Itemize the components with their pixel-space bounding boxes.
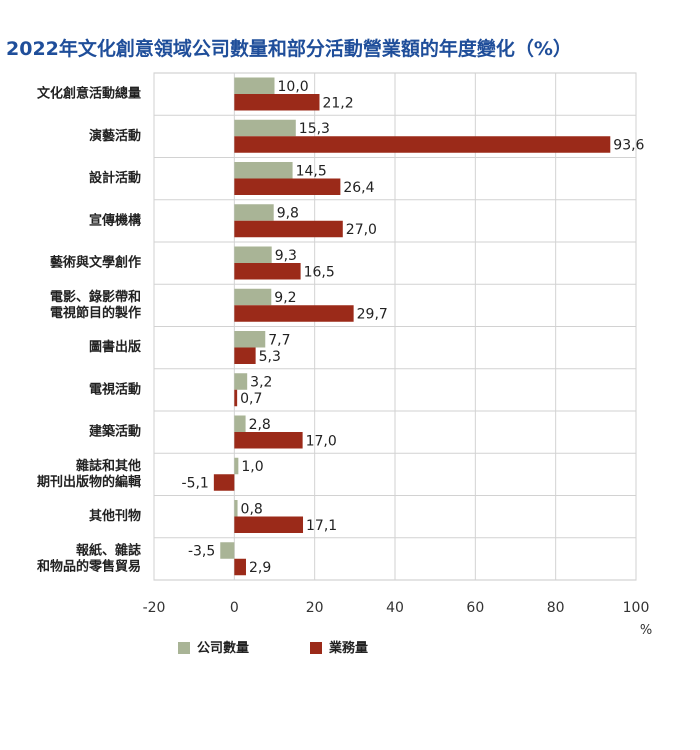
value-label-business-volume: 17,0 xyxy=(306,433,337,449)
value-label-business-volume: 26,4 xyxy=(343,180,374,196)
value-label-business-volume: 21,2 xyxy=(322,95,353,111)
bar-business-volume xyxy=(234,220,343,238)
bar-company-count xyxy=(234,373,248,390)
x-tick-label: 20 xyxy=(306,600,324,616)
category-label: 電影、錄影帶和 xyxy=(50,289,141,305)
bar-business-volume xyxy=(234,178,341,195)
value-label-company-count: 10,0 xyxy=(278,79,309,95)
legend: 公司數量 業務量 xyxy=(178,640,368,656)
category-label: 期刊出版物的編輯 xyxy=(37,474,141,490)
legend-label-business-volume: 業務量 xyxy=(328,640,368,656)
bar-business-volume xyxy=(234,558,246,576)
value-label-business-volume: 0,7 xyxy=(240,391,262,407)
bar-company-count xyxy=(234,246,272,263)
category-label: 宣傳機構 xyxy=(89,212,141,228)
value-label-company-count: 9,2 xyxy=(274,290,296,306)
value-label-business-volume: -5,1 xyxy=(182,476,209,492)
value-label-business-volume: 16,5 xyxy=(304,264,335,280)
category-label: 和物品的零售貿易 xyxy=(37,558,141,574)
value-label-company-count: 9,8 xyxy=(277,206,299,222)
bar-company-count xyxy=(234,204,274,221)
x-tick-label: 60 xyxy=(466,600,484,616)
bar-company-count xyxy=(234,119,296,137)
legend-swatch-business-volume xyxy=(310,642,322,654)
category-label: 文化創意活動總量 xyxy=(37,86,141,102)
bar-business-volume xyxy=(234,347,256,364)
category-label: 建築活動 xyxy=(89,424,141,440)
category-label: 電視節目的製作 xyxy=(50,305,141,321)
bar-company-count xyxy=(220,542,235,559)
bar-business-volume xyxy=(234,432,303,449)
bar-business-volume xyxy=(234,263,301,280)
bar-company-count xyxy=(234,288,272,306)
legend-label-company-count: 公司數量 xyxy=(197,640,249,656)
bar-company-count xyxy=(234,331,266,348)
bar-business-volume xyxy=(213,474,235,491)
legend-swatch-company-count xyxy=(178,642,190,654)
value-label-company-count: 9,3 xyxy=(275,248,297,264)
bar-business-volume xyxy=(234,305,354,322)
x-tick-label: 100 xyxy=(623,600,650,616)
value-label-company-count: 0,8 xyxy=(241,501,263,517)
value-label-company-count: 2,8 xyxy=(249,417,271,433)
value-label-business-volume: 29,7 xyxy=(357,307,388,323)
category-label: 藝術與文學創作 xyxy=(50,255,141,271)
x-tick-label: 80 xyxy=(547,600,565,616)
value-label-business-volume: 93,6 xyxy=(613,138,644,154)
value-label-company-count: 14,5 xyxy=(296,163,327,179)
bar-business-volume xyxy=(234,389,238,407)
bar-company-count xyxy=(234,457,239,475)
category-label: 其他刊物 xyxy=(89,508,141,524)
chart-title: 2022年文化創意領域公司數量和部分活動營業額的年度變化（%） xyxy=(6,38,572,60)
bars xyxy=(213,77,611,576)
bar-company-count xyxy=(234,77,275,94)
x-tick-label: 40 xyxy=(386,600,404,616)
x-axis-ticks: -20 0 20 40 60 80 100 xyxy=(143,600,650,616)
bar-business-volume xyxy=(234,516,304,533)
category-label: 設計活動 xyxy=(89,170,141,186)
value-label-company-count: -3,5 xyxy=(188,544,215,560)
x-tick-label: -20 xyxy=(143,600,166,616)
category-label: 演藝活動 xyxy=(89,128,141,144)
value-label-business-volume: 17,1 xyxy=(306,518,337,534)
value-label-company-count: 7,7 xyxy=(268,332,290,348)
bar-business-volume xyxy=(234,136,611,153)
x-tick-label: 0 xyxy=(230,600,239,616)
value-label-company-count: 15,3 xyxy=(299,121,330,137)
value-label-company-count: 3,2 xyxy=(250,375,272,391)
value-label-business-volume: 2,9 xyxy=(249,560,271,576)
value-label-company-count: 1,0 xyxy=(241,459,263,475)
category-label: 圖書出版 xyxy=(89,339,141,355)
value-labels: 10,0 21,2 15,3 93,6 14,5 26,4 9,8 27,0 9,3 16,5 9,… xyxy=(182,79,645,576)
category-label: 電視活動 xyxy=(89,381,141,397)
category-label: 雜誌和其他 xyxy=(76,458,141,474)
value-label-business-volume: 5,3 xyxy=(259,349,281,365)
grid xyxy=(153,72,637,581)
bar-business-volume xyxy=(234,94,320,111)
bar-company-count xyxy=(234,415,246,432)
value-label-business-volume: 27,0 xyxy=(346,222,377,238)
bar-company-count xyxy=(234,162,293,179)
bar-company-count xyxy=(234,500,238,517)
x-axis-unit: % xyxy=(640,623,652,638)
category-labels: 文化創意活動總量演藝活動設計活動宣傳機構藝術與文學創作電影、錄影帶和電視節目的製… xyxy=(37,86,141,575)
category-label: 報紙、雜誌 xyxy=(76,542,141,558)
